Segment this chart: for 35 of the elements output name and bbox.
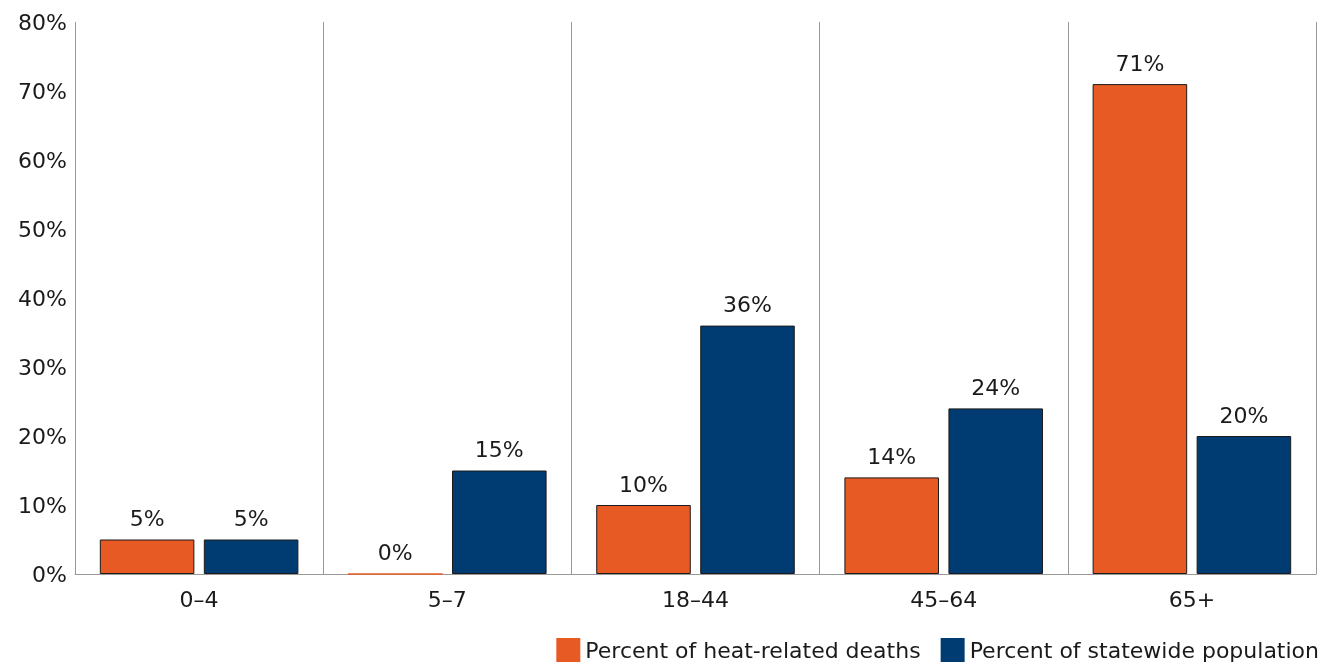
bar xyxy=(700,325,795,574)
data-label: 71% xyxy=(1115,50,1165,76)
x-tick-label: 45–64 xyxy=(910,586,978,612)
x-tick-label: 65+ xyxy=(1168,586,1216,612)
data-label: 24% xyxy=(971,374,1021,400)
bar xyxy=(596,505,691,574)
x-tick-label: 18–44 xyxy=(662,586,729,612)
data-label: 10% xyxy=(619,471,668,497)
data-label: 0% xyxy=(377,540,413,565)
data-label: 36% xyxy=(723,292,772,318)
bar xyxy=(1196,436,1292,574)
data-label: 5% xyxy=(233,506,269,531)
y-tick-label: 70% xyxy=(18,78,67,104)
data-label: 15% xyxy=(474,437,524,462)
data-label: 14% xyxy=(867,443,917,469)
x-tick-label: 0–4 xyxy=(179,586,219,612)
y-tick-label: 30% xyxy=(18,354,67,380)
bar xyxy=(948,408,1043,574)
y-tick-label: 40% xyxy=(18,285,67,311)
y-tick-label: 10% xyxy=(18,492,67,518)
bar xyxy=(203,539,299,574)
y-tick-label: 80% xyxy=(18,9,67,35)
y-tick-label: 0% xyxy=(32,561,67,587)
bar xyxy=(1092,84,1188,574)
legend-label: Percent of heat-related deaths xyxy=(585,637,921,663)
y-tick-label: 60% xyxy=(18,147,67,173)
data-label: 20% xyxy=(1219,402,1269,428)
x-tick-label: 5–7 xyxy=(427,586,467,612)
bar xyxy=(99,539,195,574)
y-tick-label: 50% xyxy=(18,216,67,242)
y-tick-label: 20% xyxy=(18,423,67,449)
legend-label: Percent of statewide population xyxy=(969,637,1320,663)
data-label: 5% xyxy=(129,506,165,531)
bar xyxy=(844,477,939,574)
bar xyxy=(452,470,547,574)
